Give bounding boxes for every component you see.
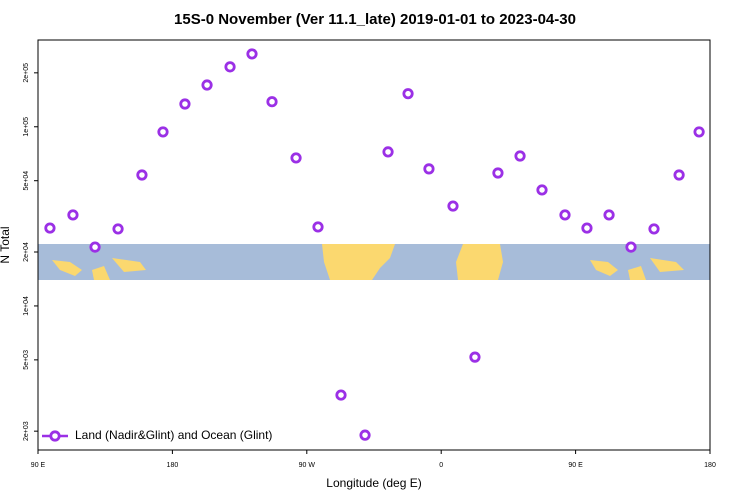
data-point [581, 222, 593, 234]
data-point [44, 222, 56, 234]
y-tick-label: 5e+03 [23, 350, 30, 370]
legend-marker [49, 430, 61, 442]
data-point [312, 221, 324, 233]
y-tick-label: 2e+04 [23, 242, 30, 262]
data-point [266, 96, 278, 108]
data-point [359, 429, 371, 441]
data-point [382, 146, 394, 158]
data-point [447, 200, 459, 212]
data-point [514, 150, 526, 162]
x-tick-label: 90 W [299, 462, 316, 469]
y-tick-label: 2e+05 [23, 63, 30, 83]
data-point [423, 163, 435, 175]
data-point [648, 223, 660, 235]
data-point [402, 88, 414, 100]
legend-label: Land (Nadir&Glint) and Ocean (Glint) [75, 428, 272, 442]
y-tick-label: 5e+04 [23, 171, 30, 191]
data-point [335, 389, 347, 401]
data-point [157, 126, 169, 138]
data-point [67, 209, 79, 221]
data-point [201, 79, 213, 91]
data-point [179, 98, 191, 110]
data-point [536, 184, 548, 196]
data-point [89, 241, 101, 253]
data-point [492, 167, 504, 179]
y-tick-label: 1e+04 [23, 296, 30, 316]
data-point [136, 169, 148, 181]
y-axis-label: N Total [0, 226, 12, 263]
x-tick-label: 90 E [31, 462, 46, 469]
plot-frame [37, 39, 711, 451]
data-point [559, 209, 571, 221]
x-tick-label: 0 [439, 462, 443, 469]
data-point [290, 152, 302, 164]
map-land [52, 244, 684, 280]
data-point [469, 351, 481, 363]
data-point [693, 126, 705, 138]
data-point [224, 61, 236, 73]
y-tick-label: 2e+03 [23, 421, 30, 441]
data-point [673, 169, 685, 181]
data-point [625, 241, 637, 253]
data-point [603, 209, 615, 221]
x-axis-label: Longitude (deg E) [326, 476, 421, 490]
chart-title: 15S-0 November (Ver 11.1_late) 2019-01-0… [174, 11, 576, 28]
x-tick-label: 90 E [568, 462, 583, 469]
x-tick-label: 180 [167, 462, 179, 469]
data-point [112, 223, 124, 235]
data-point [246, 48, 258, 60]
x-tick-label: 180 [704, 462, 716, 469]
y-tick-label: 1e+05 [23, 117, 30, 137]
